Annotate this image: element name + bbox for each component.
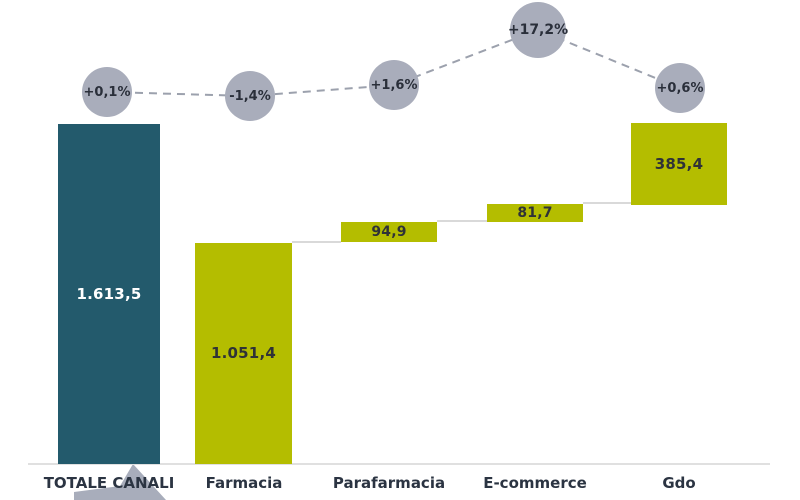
growth-pct-ecommerce: +17,2% [507, 22, 569, 38]
axis-label-gdo: Gdo [662, 474, 696, 492]
bar-farmacia: 1.051,4 [195, 243, 292, 464]
growth-bubble-totale-canali: +0,1% [82, 67, 132, 117]
axis-label-farmacia: Farmacia [205, 474, 283, 492]
growth-pct-parafarmacia: +1,6% [370, 77, 418, 93]
growth-pct-totale-canali: +0,1% [83, 84, 131, 100]
bar-value-gdo: 385,4 [654, 154, 704, 173]
bar-gdo: 385,4 [631, 123, 727, 205]
bar-value-totale-canali: 1.613,5 [76, 284, 142, 303]
bar-value-parafarmacia: 94,9 [371, 224, 407, 240]
axis-label-parafarmacia: Parafarmacia [332, 474, 446, 492]
growth-bubble-ecommerce: +17,2% [507, 2, 569, 58]
connector-line-farmacia-parafarmacia [292, 241, 341, 243]
arrow-decoration [74, 464, 166, 500]
growth-bubble-gdo: +0,6% [655, 63, 705, 113]
axis-label-ecommerce: E-commerce [483, 474, 587, 492]
growth-pct-farmacia: -1,4% [229, 88, 271, 104]
bar-value-farmacia: 1.051,4 [211, 344, 276, 362]
bar-ecommerce: 81,7 [487, 204, 583, 222]
growth-bubble-parafarmacia: +1,6% [369, 60, 419, 110]
connector-line-parafarmacia-ecommerce [437, 220, 487, 222]
bar-value-ecommerce: 81,7 [517, 205, 553, 221]
bar-totale-canali: 1.613,5 [58, 124, 160, 464]
bar-parafarmacia: 94,9 [341, 222, 437, 242]
growth-pct-gdo: +0,6% [656, 80, 704, 96]
connector-line-ecommerce-gdo [583, 202, 631, 204]
axis-label-totale-canali: TOTALE CANALI [43, 474, 175, 492]
x-axis-line [28, 463, 770, 465]
growth-bubble-farmacia: -1,4% [225, 71, 275, 121]
